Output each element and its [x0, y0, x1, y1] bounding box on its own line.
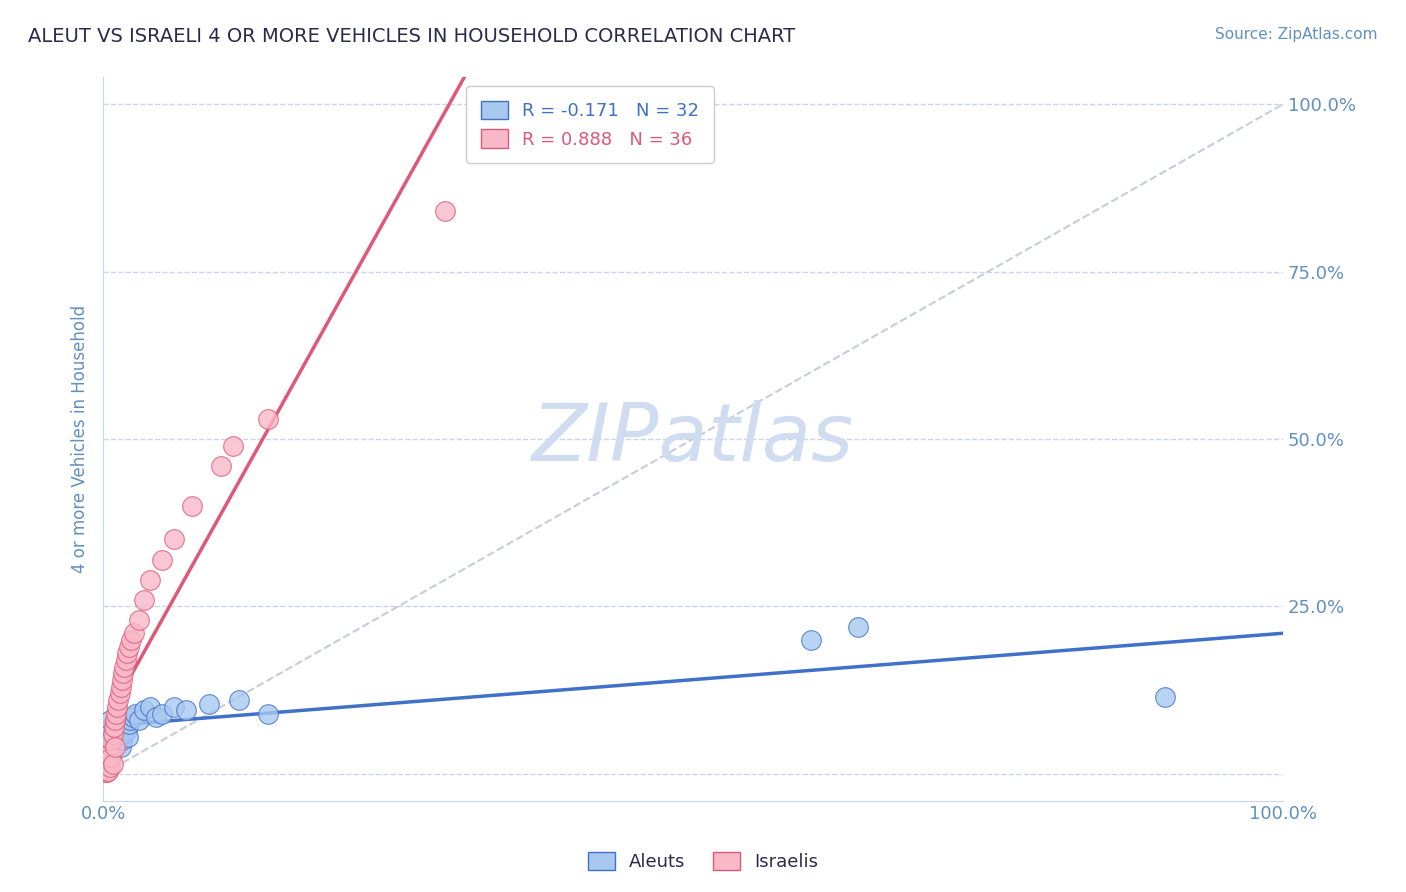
Point [120, 713, 142, 727]
Point [434, 204, 457, 219]
Point [174, 703, 197, 717]
Point [139, 573, 162, 587]
Point [257, 412, 280, 426]
Point [101, 756, 124, 771]
Point [134, 703, 156, 717]
Point [94, 765, 117, 780]
Point [105, 723, 128, 738]
Point [115, 723, 138, 738]
Point [97, 726, 120, 740]
Point [105, 699, 128, 714]
Point [118, 716, 141, 731]
Point [134, 592, 156, 607]
Point [139, 699, 162, 714]
Text: Source: ZipAtlas.com: Source: ZipAtlas.com [1215, 27, 1378, 42]
Point [104, 730, 127, 744]
Point [1154, 690, 1177, 704]
Legend: Aleuts, Israelis: Aleuts, Israelis [581, 845, 825, 879]
Point [101, 726, 124, 740]
Point [98, 713, 121, 727]
Point [110, 740, 132, 755]
Point [180, 499, 202, 513]
Point [105, 720, 128, 734]
Point [107, 716, 129, 731]
Point [110, 680, 132, 694]
Point [122, 626, 145, 640]
Point [100, 733, 122, 747]
Point [120, 632, 142, 647]
Point [124, 706, 146, 721]
Point [163, 699, 186, 714]
Point [98, 754, 121, 768]
Point [114, 653, 136, 667]
Point [209, 458, 232, 473]
Point [112, 726, 135, 740]
Point [117, 730, 139, 744]
Point [96, 764, 118, 779]
Point [104, 740, 127, 755]
Point [846, 619, 869, 633]
Point [222, 439, 245, 453]
Point [97, 764, 120, 779]
Point [228, 693, 250, 707]
Point [150, 706, 173, 721]
Point [105, 706, 128, 721]
Point [112, 720, 135, 734]
Point [115, 646, 138, 660]
Point [98, 760, 121, 774]
Point [128, 613, 150, 627]
Point [104, 713, 127, 727]
Y-axis label: 4 or more Vehicles in Household: 4 or more Vehicles in Household [72, 305, 89, 573]
Point [98, 747, 121, 761]
Text: ALEUT VS ISRAELI 4 OR MORE VEHICLES IN HOUSEHOLD CORRELATION CHART: ALEUT VS ISRAELI 4 OR MORE VEHICLES IN H… [28, 27, 796, 45]
Point [103, 720, 125, 734]
Point [100, 750, 122, 764]
Point [112, 666, 135, 681]
Point [112, 659, 135, 673]
Point [145, 710, 167, 724]
Point [118, 640, 141, 654]
Point [101, 733, 124, 747]
Point [107, 693, 129, 707]
Text: ZIPatlas: ZIPatlas [531, 400, 853, 478]
Point [108, 686, 131, 700]
Point [150, 552, 173, 566]
Point [103, 737, 125, 751]
Point [163, 533, 186, 547]
Point [111, 673, 134, 687]
Point [108, 726, 131, 740]
Point [198, 697, 221, 711]
Point [121, 710, 143, 724]
Point [111, 733, 134, 747]
Legend: R = -0.171   N = 32, R = 0.888   N = 36: R = -0.171 N = 32, R = 0.888 N = 36 [467, 87, 713, 163]
Point [800, 632, 823, 647]
Point [257, 706, 280, 721]
Point [128, 713, 150, 727]
